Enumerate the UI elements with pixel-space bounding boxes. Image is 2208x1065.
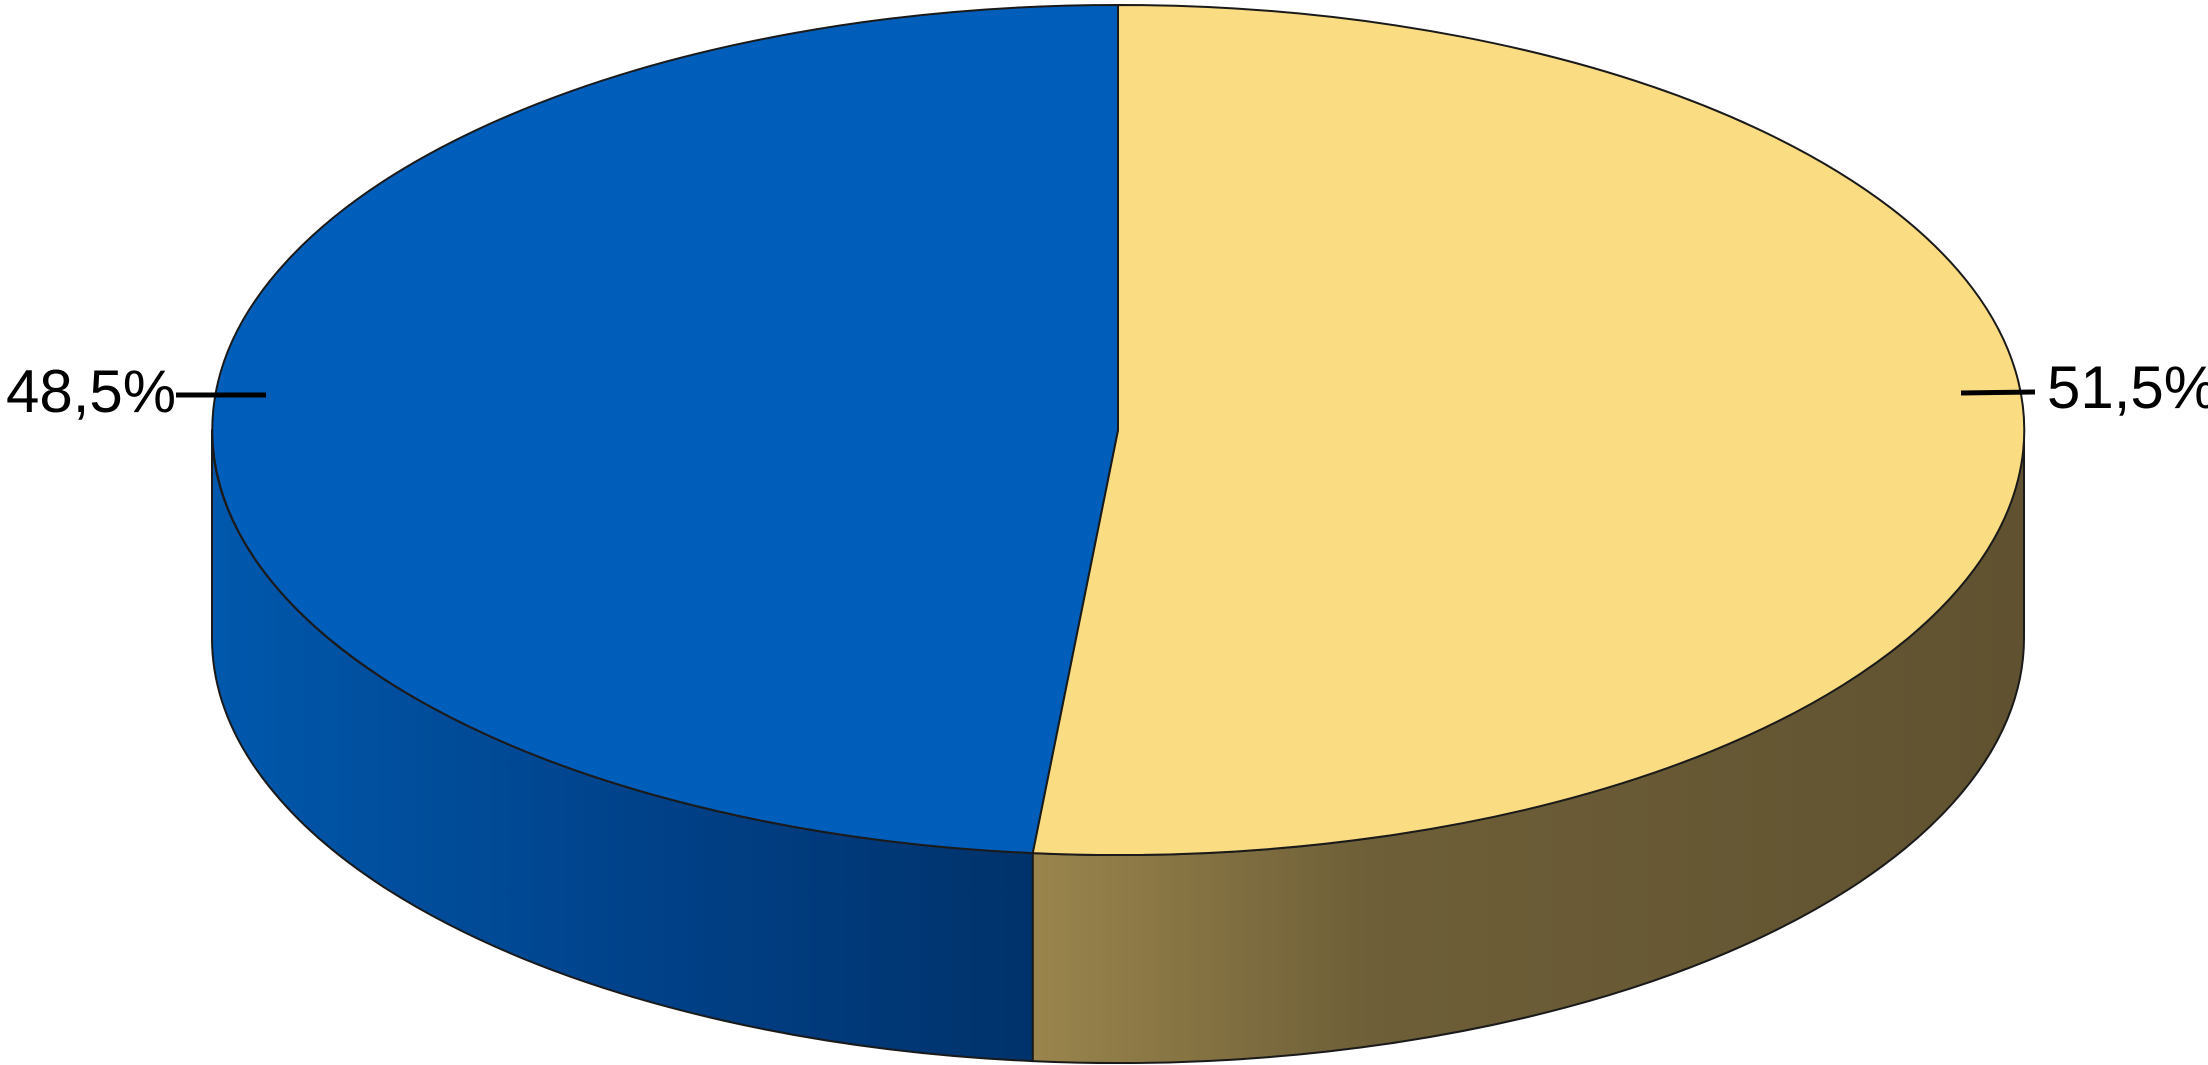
slice-1-top bbox=[211, 4, 1119, 855]
pie-tops bbox=[211, 4, 2026, 856]
slice-0-leader-line bbox=[1960, 389, 2036, 396]
slice-1-data-label: 48,5% bbox=[6, 358, 176, 425]
slice-0-data-label: 51,5% bbox=[2047, 354, 2208, 421]
slice-0-top bbox=[1031, 4, 2026, 856]
